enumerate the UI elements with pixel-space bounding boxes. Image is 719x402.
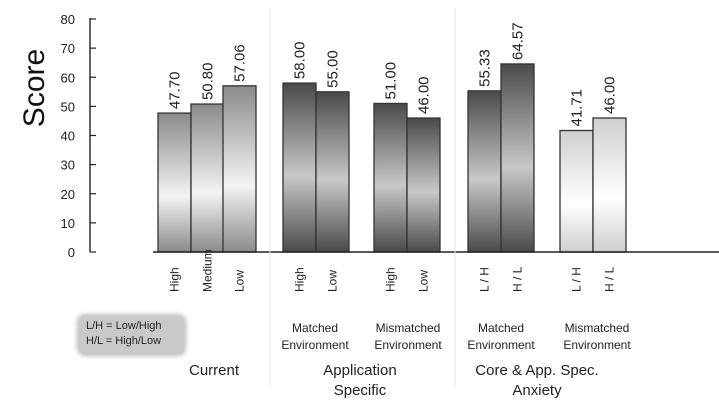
bar-category-label: High	[168, 267, 182, 292]
bar	[222, 85, 257, 253]
y-tick-label: 70	[61, 41, 75, 56]
y-tick-label: 80	[61, 12, 75, 27]
bar-value-label: 46.00	[416, 76, 433, 114]
bar-value-label: 47.70	[167, 72, 184, 110]
subgroup-label: Environment	[563, 338, 631, 352]
subgroup-label: Matched	[292, 321, 338, 335]
y-tick-label: 60	[61, 70, 75, 85]
legend-box: L/H = Low/High H/L = High/Low	[79, 316, 184, 354]
y-tick-label: 50	[61, 99, 75, 114]
bars: 47.70 50.80 57.06 58.00 55.00 51.00 46.00 55.33…	[157, 22, 627, 253]
group-labels: Current Application Specific Core & App. Sp…	[189, 362, 599, 399]
y-tick-label: 40	[61, 129, 75, 144]
group-label: Anxiety	[512, 382, 562, 399]
y-tick-label: 30	[61, 158, 75, 173]
bar	[190, 103, 225, 253]
category-labels: High Medium Low High Low High Low L / H H / L L /…	[168, 249, 617, 292]
subgroup-label: Environment	[467, 338, 535, 352]
group-label: Current	[189, 362, 240, 379]
subgroup-label: Mismatched	[565, 321, 630, 335]
bar-category-label: Low	[233, 270, 247, 292]
bar	[592, 117, 627, 253]
bar-value-label: 58.00	[292, 42, 309, 80]
legend-line: H/L = High/Low	[86, 335, 162, 347]
bar-value-label: 55.33	[477, 49, 494, 87]
bar-value-label: 50.80	[200, 62, 217, 100]
group-label: Specific	[334, 382, 387, 399]
group-label: Core & App. Spec.	[475, 362, 598, 379]
y-tick-label: 0	[68, 245, 75, 260]
subgroup-label: Environment	[281, 338, 349, 352]
bar	[315, 91, 350, 253]
y-axis-ticks: 0 10 20 30 40 50 60 70 80	[61, 12, 96, 260]
bar-value-label: 55.00	[325, 50, 342, 88]
subgroup-label: Environment	[374, 338, 442, 352]
y-axis-label: Score	[18, 49, 51, 127]
bar	[282, 82, 317, 253]
bar-value-label: 51.00	[383, 62, 400, 100]
bar	[559, 129, 594, 253]
bar	[406, 117, 441, 253]
bar	[157, 112, 192, 253]
y-tick-label: 10	[61, 216, 75, 231]
bar-category-label: L / H	[570, 267, 584, 292]
bar-category-label: Low	[417, 270, 431, 292]
subgroup-labels: Matched Environment Mismatched Environment M…	[281, 321, 631, 352]
bar-value-label: 64.57	[510, 22, 527, 60]
bar-value-label: 46.00	[602, 76, 619, 114]
bar	[500, 63, 535, 253]
bar	[373, 102, 408, 253]
bar-category-label: Medium	[201, 249, 215, 292]
group-label: Application	[323, 362, 396, 379]
y-tick-label: 20	[61, 187, 75, 202]
subgroup-label: Matched	[478, 321, 524, 335]
bar-value-label: 57.06	[232, 44, 249, 82]
bar-category-label: High	[293, 267, 307, 292]
bar-category-label: H / L	[511, 266, 525, 292]
subgroup-label: Mismatched	[376, 321, 441, 335]
bar-category-label: L / H	[478, 267, 492, 292]
bar-category-label: High	[384, 267, 398, 292]
bar-category-label: Low	[326, 270, 340, 292]
legend-line: L/H = Low/High	[86, 320, 162, 332]
bar	[467, 90, 502, 253]
bar-value-label: 41.71	[569, 89, 586, 127]
bar-category-label: H / L	[603, 266, 617, 292]
